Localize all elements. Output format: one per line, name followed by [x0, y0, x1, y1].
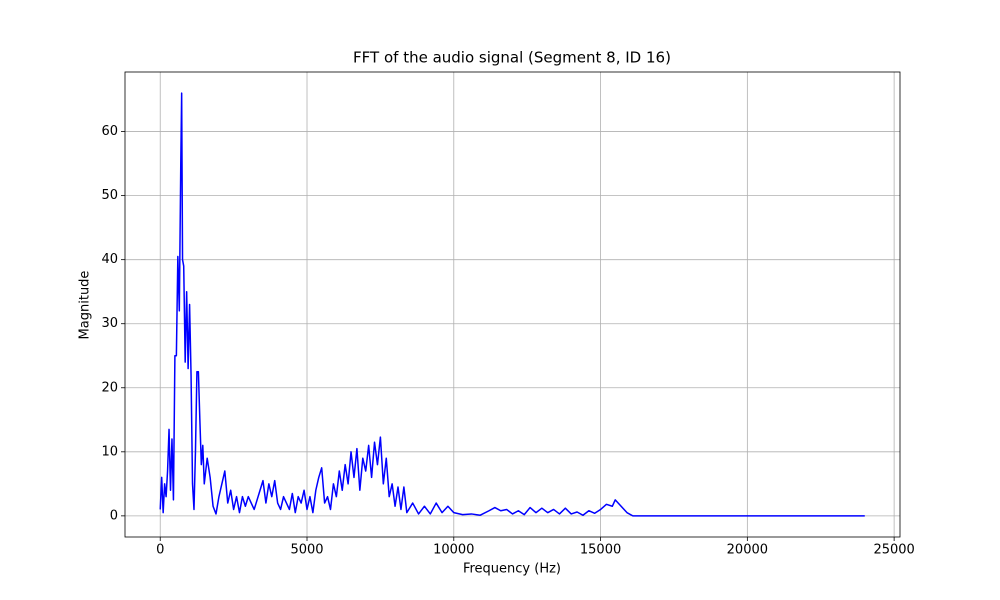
y-axis-label: Magnitude [78, 271, 93, 340]
x-tick-label: 25000 [873, 543, 914, 558]
y-tick-label: 60 [101, 124, 118, 139]
y-tick-label: 10 [101, 444, 118, 459]
x-tick-label: 15000 [580, 543, 621, 558]
line [159, 92, 865, 517]
y-tick-label: 0 [110, 508, 118, 523]
x-tick-label: 0 [156, 543, 164, 558]
chart-title: FFT of the audio signal (Segment 8, ID 1… [353, 49, 671, 67]
y-tick-label: 30 [101, 316, 118, 331]
x-tick-label: 20000 [727, 543, 768, 558]
plot-frame [124, 71, 901, 538]
y-tick-label: 50 [101, 188, 118, 203]
x-axis-label: Frequency (Hz) [463, 562, 561, 577]
x-tick-label: 5000 [290, 543, 323, 558]
x-tick-label: 10000 [433, 543, 474, 558]
y-tick-label: 40 [101, 252, 118, 267]
y-tick-label: 20 [101, 380, 118, 395]
